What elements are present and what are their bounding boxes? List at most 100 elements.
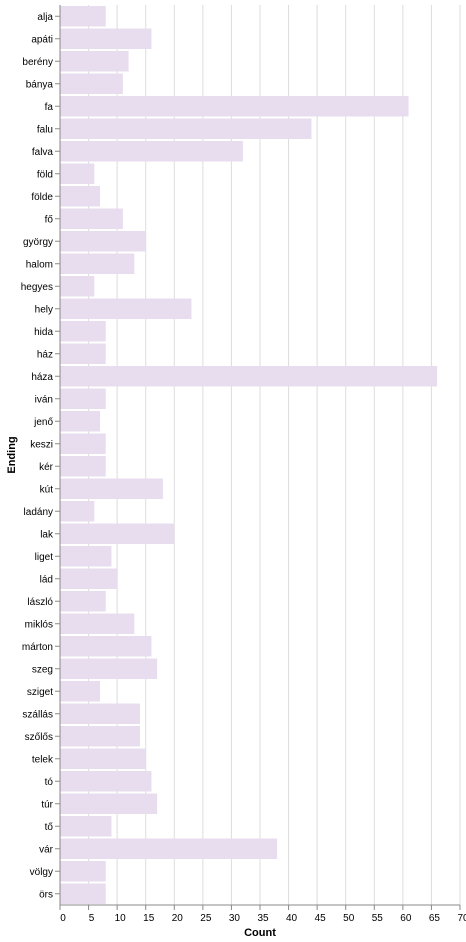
bar-1: [60, 28, 152, 49]
bar-17: [60, 388, 106, 409]
bar-30: [60, 681, 100, 702]
y-tick-label: szőlős: [25, 732, 53, 743]
bar-11: [60, 253, 135, 274]
y-tick-label: túr: [41, 799, 53, 810]
bar-37: [60, 838, 278, 859]
bar-14: [60, 321, 106, 342]
bar-5: [60, 118, 312, 139]
bar-6: [60, 141, 243, 162]
grid-lines: [59, 5, 461, 905]
bar-29: [60, 658, 158, 679]
y-axis: alja apáti berény bánya fa falu falva föld földe…: [21, 5, 61, 905]
y-tick-label: telek: [32, 754, 54, 765]
bar-18: [60, 411, 100, 432]
y-tick-label: szállás: [22, 709, 53, 720]
y-tick-label: ladány: [24, 507, 53, 518]
y-tick-label: hida: [34, 327, 53, 338]
y-tick-label: földe: [31, 192, 53, 203]
y-tick-label: völgy: [30, 867, 53, 878]
bar-0: [60, 6, 106, 27]
y-tick-label: keszi: [30, 439, 53, 450]
x-tick-label: 40: [286, 913, 298, 924]
x-tick-label: 5: [89, 913, 95, 924]
x-tick-label: 15: [143, 913, 155, 924]
bar-12: [60, 276, 95, 297]
bar-25: [60, 568, 118, 589]
x-tick-label: 10: [115, 913, 127, 924]
bar-23: [60, 523, 175, 544]
y-tick-label: jenő: [33, 417, 53, 428]
y-tick-label: hegyes: [21, 282, 53, 293]
bar-27: [60, 613, 135, 634]
y-tick-label: lád: [40, 574, 53, 585]
y-tick-label: berény: [22, 57, 53, 68]
bar-24: [60, 546, 112, 567]
y-tick-label: ház: [37, 349, 53, 360]
x-tick-label: 60: [400, 913, 412, 924]
bars: [60, 6, 438, 904]
bar-13: [60, 298, 192, 319]
x-tick-label: 20: [172, 913, 184, 924]
bar-28: [60, 636, 152, 657]
y-tick-label: falu: [37, 124, 53, 135]
bar-31: [60, 703, 140, 724]
y-tick-label: iván: [35, 394, 53, 405]
y-tick-label: vár: [39, 844, 54, 855]
bar-9: [60, 208, 123, 229]
bar-3: [60, 73, 123, 94]
bar-35: [60, 793, 158, 814]
x-axis: 0 5 10 15 20 25 30 35 40 45 50 55 60 65 70: [59, 904, 466, 924]
bar-15: [60, 343, 106, 364]
bar-21: [60, 478, 163, 499]
bar-26: [60, 591, 106, 612]
x-tick-label: 55: [372, 913, 384, 924]
y-axis-title: Ending: [6, 436, 18, 473]
bar-8: [60, 186, 100, 207]
bar-2: [60, 51, 129, 72]
x-tick-label: 65: [429, 913, 441, 924]
y-tick-label: liget: [35, 552, 54, 563]
y-tick-label: tő: [45, 822, 54, 833]
x-axis-title: Count: [244, 927, 276, 939]
y-tick-label: falva: [32, 147, 54, 158]
bar-39: [60, 883, 106, 904]
bar-16: [60, 366, 438, 387]
y-tick-label: lászló: [27, 597, 53, 608]
y-tick-label: örs: [39, 889, 53, 900]
x-tick-label: 35: [257, 913, 269, 924]
x-tick-label: 0: [60, 913, 66, 924]
bar-38: [60, 861, 106, 882]
y-tick-label: lak: [40, 529, 54, 540]
bar-34: [60, 771, 152, 792]
y-tick-label: györgy: [23, 237, 53, 248]
y-tick-label: fa: [45, 102, 54, 113]
y-tick-label: föld: [37, 169, 53, 180]
y-tick-label: háza: [31, 372, 53, 383]
bar-4: [60, 96, 409, 117]
y-tick-label: alja: [37, 12, 53, 23]
x-tick-label: 25: [200, 913, 212, 924]
bar-7: [60, 163, 95, 184]
y-tick-label: márton: [22, 642, 53, 653]
bar-20: [60, 456, 106, 477]
y-tick-label: miklós: [25, 619, 53, 630]
x-tick-label: 70: [457, 913, 466, 924]
bar-33: [60, 748, 146, 769]
y-tick-label: kút: [40, 484, 54, 495]
bar-10: [60, 231, 146, 252]
y-tick-label: fő: [45, 214, 54, 225]
y-tick-label: hely: [35, 304, 53, 315]
bar-22: [60, 501, 95, 522]
bar-36: [60, 816, 112, 837]
y-tick-label: tó: [45, 777, 54, 788]
y-tick-label: kér: [39, 462, 54, 473]
x-tick-label: 50: [343, 913, 355, 924]
y-tick-label: bánya: [26, 79, 54, 90]
bar-19: [60, 433, 106, 454]
y-tick-label: sziget: [27, 687, 53, 698]
y-tick-label: szeg: [32, 664, 53, 675]
x-tick-label: 45: [315, 913, 327, 924]
y-tick-label: apáti: [31, 34, 53, 45]
bar-32: [60, 726, 140, 747]
y-tick-label: halom: [26, 259, 53, 270]
